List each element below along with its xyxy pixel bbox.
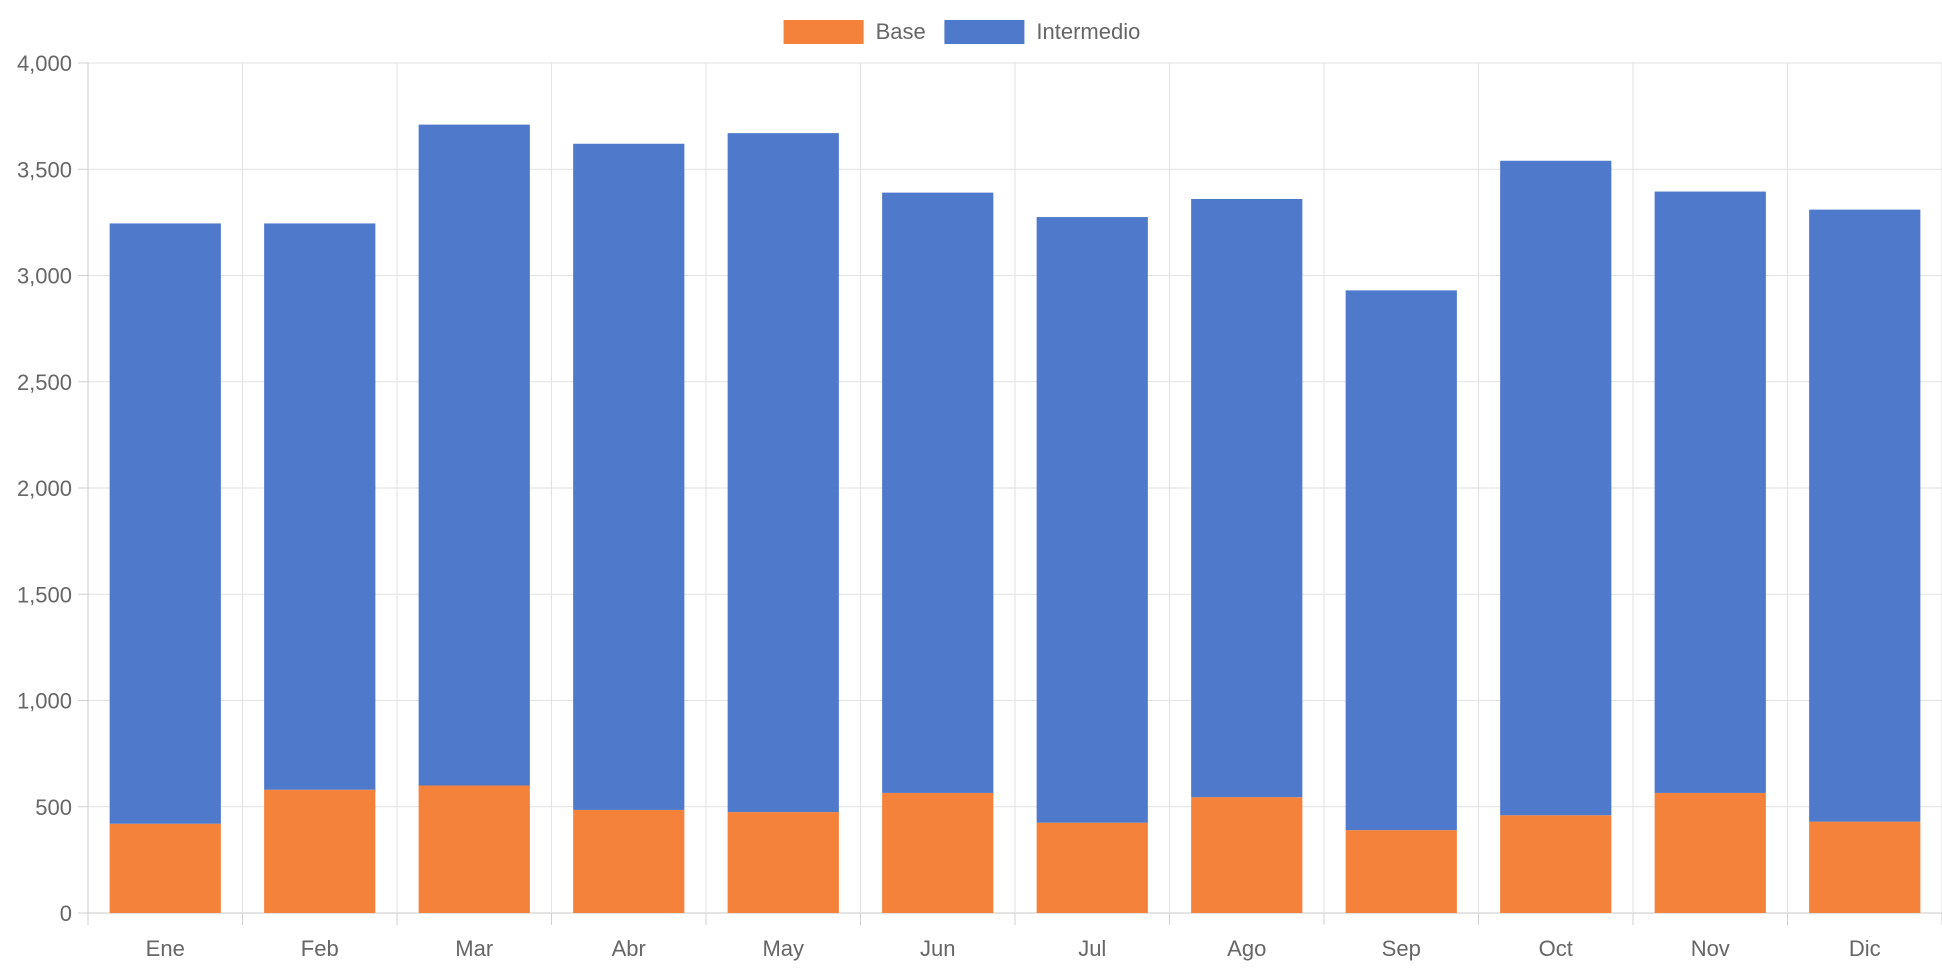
x-tick-label: Sep [1382, 936, 1421, 961]
bar-intermedio-abr[interactable] [573, 143, 685, 810]
bar-base-nov[interactable] [1654, 792, 1766, 913]
x-tick-label: Feb [301, 936, 339, 961]
legend-label: Base [876, 19, 926, 44]
bar-intermedio-ene[interactable] [109, 223, 221, 824]
x-tick-label: May [762, 936, 804, 961]
x-tick-label: Dic [1849, 936, 1881, 961]
x-tick-label: Jul [1078, 936, 1106, 961]
grid-lines [87, 62, 1942, 914]
bar-base-abr[interactable] [573, 809, 685, 913]
bar-intermedio-feb[interactable] [264, 223, 376, 790]
legend-item-intermedio[interactable]: Intermedio [944, 19, 1140, 44]
bar-base-feb[interactable] [264, 789, 376, 913]
legend-swatch [944, 20, 1025, 44]
y-tick-label: 2,000 [17, 476, 72, 501]
bar-base-sep[interactable] [1345, 830, 1457, 913]
bar-base-jun[interactable] [882, 792, 994, 913]
y-tick-label: 3,500 [17, 157, 72, 182]
bar-base-oct[interactable] [1500, 815, 1612, 913]
bar-intermedio-jul[interactable] [1036, 217, 1148, 823]
legend-item-base[interactable]: Base [783, 19, 926, 44]
bar-base-dic[interactable] [1809, 821, 1921, 913]
bar-base-jul[interactable] [1036, 822, 1148, 913]
y-tick-label: 1,500 [17, 582, 72, 607]
bar-marks [109, 124, 1921, 914]
x-tick-label: Jun [920, 936, 955, 961]
legend-swatch [783, 20, 864, 44]
bar-base-ago[interactable] [1191, 797, 1303, 913]
x-tick-label: Ene [146, 936, 185, 961]
bar-intermedio-ago[interactable] [1191, 199, 1303, 798]
x-tick-label: Ago [1227, 936, 1266, 961]
bar-intermedio-sep[interactable] [1345, 290, 1457, 831]
bar-intermedio-oct[interactable] [1500, 160, 1612, 816]
bar-intermedio-mar[interactable] [418, 124, 530, 786]
x-tick-label: Abr [612, 936, 646, 961]
y-tick-label: 3,000 [17, 264, 72, 289]
y-tick-label: 500 [35, 795, 72, 820]
y-tick-label: 0 [60, 901, 72, 926]
y-tick-label: 1,000 [17, 689, 72, 714]
y-tick-label: 2,500 [17, 370, 72, 395]
bar-intermedio-dic[interactable] [1809, 209, 1921, 822]
x-tick-label: Nov [1691, 936, 1730, 961]
x-tick-label: Mar [455, 936, 493, 961]
bar-intermedio-may[interactable] [727, 133, 839, 813]
bar-intermedio-nov[interactable] [1654, 191, 1766, 793]
bar-base-may[interactable] [727, 812, 839, 913]
x-tick-label: Oct [1539, 936, 1573, 961]
bar-intermedio-jun[interactable] [882, 192, 994, 793]
bar-base-mar[interactable] [418, 785, 530, 914]
legend-label: Intermedio [1036, 19, 1140, 44]
bar-base-ene[interactable] [109, 823, 221, 913]
legend[interactable]: Base Intermedio [783, 19, 1141, 44]
y-tick-label: 4,000 [17, 51, 72, 76]
axes: 0 500 1,000 1,500 2,000 2,500 3,000 3,500 4,000 E… [17, 51, 1942, 961]
